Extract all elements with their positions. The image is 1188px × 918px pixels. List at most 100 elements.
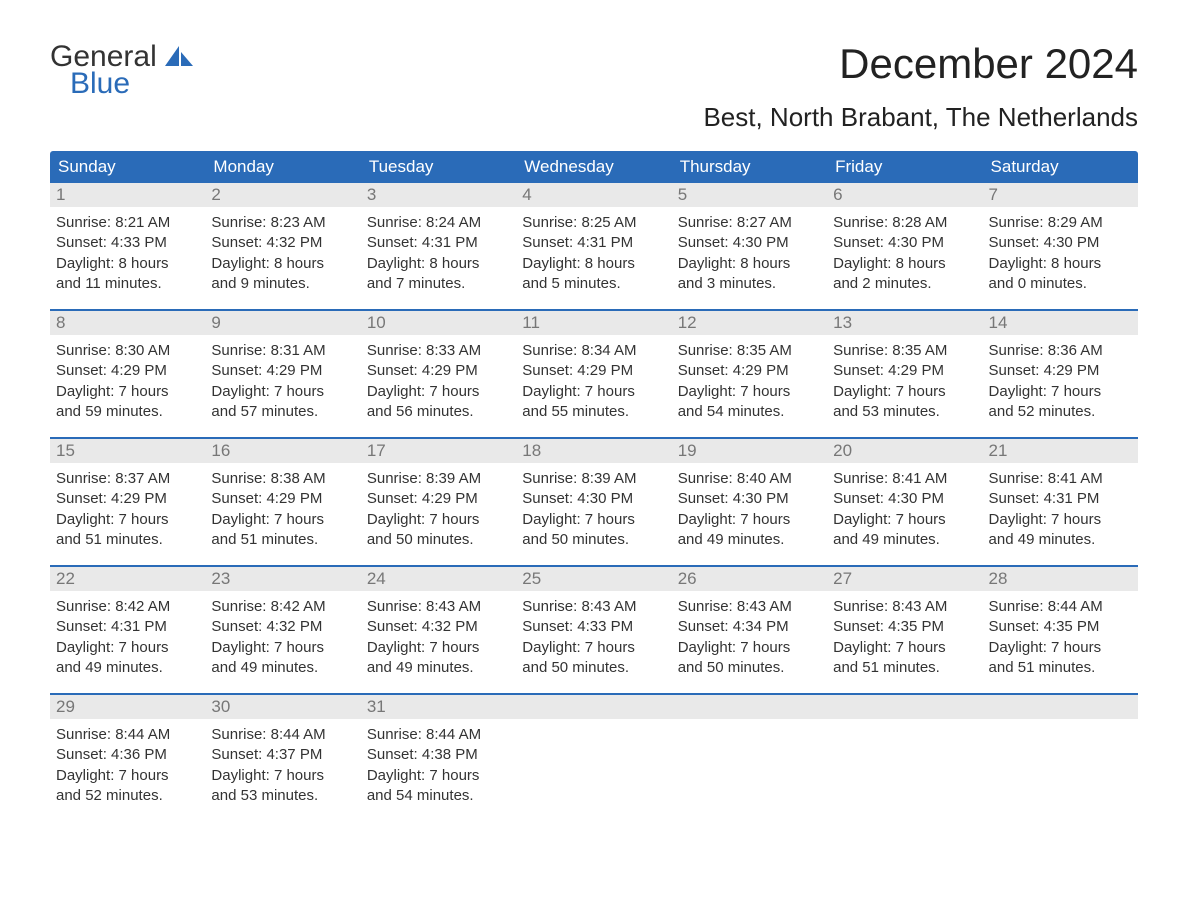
day-body: Sunrise: 8:41 AMSunset: 4:30 PMDaylight:… [827, 463, 982, 556]
calendar-day: 17Sunrise: 8:39 AMSunset: 4:29 PMDayligh… [361, 439, 516, 557]
day-sunrise: Sunrise: 8:43 AM [522, 597, 671, 617]
day-daylight-1: Daylight: 8 hours [989, 254, 1138, 274]
day-number: 30 [205, 695, 360, 719]
day-number: 5 [672, 183, 827, 207]
day-sunset: Sunset: 4:36 PM [56, 745, 205, 765]
day-sunrise: Sunrise: 8:44 AM [56, 725, 205, 745]
calendar-day: 16Sunrise: 8:38 AMSunset: 4:29 PMDayligh… [205, 439, 360, 557]
day-body: Sunrise: 8:39 AMSunset: 4:29 PMDaylight:… [361, 463, 516, 556]
day-body: Sunrise: 8:38 AMSunset: 4:29 PMDaylight:… [205, 463, 360, 556]
day-sunset: Sunset: 4:32 PM [211, 233, 360, 253]
calendar-day: 14Sunrise: 8:36 AMSunset: 4:29 PMDayligh… [983, 311, 1138, 429]
day-daylight-1: Daylight: 7 hours [678, 510, 827, 530]
day-number: 25 [516, 567, 671, 591]
day-sunset: Sunset: 4:33 PM [522, 617, 671, 637]
day-sunrise: Sunrise: 8:36 AM [989, 341, 1138, 361]
day-sunset: Sunset: 4:29 PM [367, 361, 516, 381]
calendar-day: 31Sunrise: 8:44 AMSunset: 4:38 PMDayligh… [361, 695, 516, 813]
day-body: Sunrise: 8:21 AMSunset: 4:33 PMDaylight:… [50, 207, 205, 300]
calendar-day: 27 Sunrise: 8:43 AMSunset: 4:35 PMDayligh… [827, 567, 982, 685]
day-sunrise: Sunrise: 8:25 AM [522, 213, 671, 233]
calendar-day [672, 695, 827, 813]
day-daylight-2: and 51 minutes. [56, 530, 205, 550]
day-daylight-2: and 49 minutes. [367, 658, 516, 678]
day-sunrise: Sunrise: 8:34 AM [522, 341, 671, 361]
day-sunset: Sunset: 4:30 PM [522, 489, 671, 509]
day-daylight-2: and 49 minutes. [211, 658, 360, 678]
day-sunrise: Sunrise: 8:42 AM [211, 597, 360, 617]
day-daylight-1: Daylight: 7 hours [522, 382, 671, 402]
day-sunset: Sunset: 4:29 PM [367, 489, 516, 509]
calendar-day: 6Sunrise: 8:28 AMSunset: 4:30 PMDaylight… [827, 183, 982, 301]
day-sunrise: Sunrise: 8:24 AM [367, 213, 516, 233]
day-sunset: Sunset: 4:31 PM [367, 233, 516, 253]
day-sunset: Sunset: 4:29 PM [211, 489, 360, 509]
day-sunrise: Sunrise: 8:41 AM [989, 469, 1138, 489]
day-daylight-2: and 54 minutes. [367, 786, 516, 806]
day-daylight-1: Daylight: 8 hours [678, 254, 827, 274]
day-number: 4 [516, 183, 671, 207]
day-number [516, 695, 671, 719]
day-sunset: Sunset: 4:29 PM [522, 361, 671, 381]
day-daylight-1: Daylight: 7 hours [211, 382, 360, 402]
day-body: Sunrise: 8:30 AMSunset: 4:29 PMDaylight:… [50, 335, 205, 428]
day-number: 2 [205, 183, 360, 207]
calendar-day: 1Sunrise: 8:21 AMSunset: 4:33 PMDaylight… [50, 183, 205, 301]
day-daylight-1: Daylight: 8 hours [211, 254, 360, 274]
day-daylight-2: and 11 minutes. [56, 274, 205, 294]
day-sunset: Sunset: 4:37 PM [211, 745, 360, 765]
day-number: 28 [983, 567, 1138, 591]
calendar-day: 25Sunrise: 8:43 AMSunset: 4:33 PMDayligh… [516, 567, 671, 685]
calendar-day: 20Sunrise: 8:41 AMSunset: 4:30 PMDayligh… [827, 439, 982, 557]
day-daylight-1: Daylight: 7 hours [833, 638, 982, 658]
day-sunrise: Sunrise: 8:27 AM [678, 213, 827, 233]
day-daylight-1: Daylight: 7 hours [367, 510, 516, 530]
calendar-day: 4Sunrise: 8:25 AMSunset: 4:31 PMDaylight… [516, 183, 671, 301]
day-number: 16 [205, 439, 360, 463]
day-number: 1 [50, 183, 205, 207]
day-sunrise: Sunrise: 8:31 AM [211, 341, 360, 361]
day-sunset: Sunset: 4:29 PM [211, 361, 360, 381]
day-daylight-1: Daylight: 7 hours [678, 638, 827, 658]
day-body: Sunrise: 8:35 AMSunset: 4:29 PMDaylight:… [827, 335, 982, 428]
calendar-week: 22Sunrise: 8:42 AMSunset: 4:31 PMDayligh… [50, 565, 1138, 685]
day-sunrise: Sunrise: 8:43 AM [833, 597, 982, 617]
day-body: Sunrise: 8:25 AMSunset: 4:31 PMDaylight:… [516, 207, 671, 300]
day-body: Sunrise: 8:43 AMSunset: 4:34 PMDaylight:… [672, 591, 827, 684]
day-sunrise: Sunrise: 8:29 AM [989, 213, 1138, 233]
weekday-wed: Wednesday [516, 151, 671, 183]
day-daylight-1: Daylight: 7 hours [989, 638, 1138, 658]
day-number: 6 [827, 183, 982, 207]
day-number: 17 [361, 439, 516, 463]
day-sunset: Sunset: 4:29 PM [678, 361, 827, 381]
day-daylight-1: Daylight: 7 hours [678, 382, 827, 402]
day-sunset: Sunset: 4:29 PM [833, 361, 982, 381]
weekday-sat: Saturday [983, 151, 1138, 183]
day-daylight-2: and 51 minutes. [833, 658, 982, 678]
calendar-day: 18Sunrise: 8:39 AMSunset: 4:30 PMDayligh… [516, 439, 671, 557]
day-daylight-1: Daylight: 7 hours [56, 382, 205, 402]
day-daylight-2: and 49 minutes. [833, 530, 982, 550]
day-sunset: Sunset: 4:31 PM [522, 233, 671, 253]
calendar-day: 9Sunrise: 8:31 AMSunset: 4:29 PMDaylight… [205, 311, 360, 429]
day-number: 31 [361, 695, 516, 719]
day-sunset: Sunset: 4:30 PM [989, 233, 1138, 253]
day-body: Sunrise: 8:44 AMSunset: 4:37 PMDaylight:… [205, 719, 360, 812]
day-daylight-2: and 50 minutes. [522, 530, 671, 550]
day-body: Sunrise: 8:28 AMSunset: 4:30 PMDaylight:… [827, 207, 982, 300]
day-daylight-2: and 55 minutes. [522, 402, 671, 422]
day-sunset: Sunset: 4:35 PM [833, 617, 982, 637]
day-body: Sunrise: 8:31 AMSunset: 4:29 PMDaylight:… [205, 335, 360, 428]
day-daylight-1: Daylight: 7 hours [211, 638, 360, 658]
day-daylight-1: Daylight: 7 hours [989, 382, 1138, 402]
day-body: Sunrise: 8:43 AMSunset: 4:33 PMDaylight:… [516, 591, 671, 684]
day-daylight-2: and 50 minutes. [367, 530, 516, 550]
day-daylight-1: Daylight: 7 hours [56, 638, 205, 658]
day-daylight-2: and 52 minutes. [56, 786, 205, 806]
calendar-day: 3Sunrise: 8:24 AMSunset: 4:31 PMDaylight… [361, 183, 516, 301]
day-number: 12 [672, 311, 827, 335]
logo-sail-icon [165, 46, 193, 66]
day-daylight-2: and 7 minutes. [367, 274, 516, 294]
day-number: 20 [827, 439, 982, 463]
day-number: 27 [827, 567, 982, 591]
